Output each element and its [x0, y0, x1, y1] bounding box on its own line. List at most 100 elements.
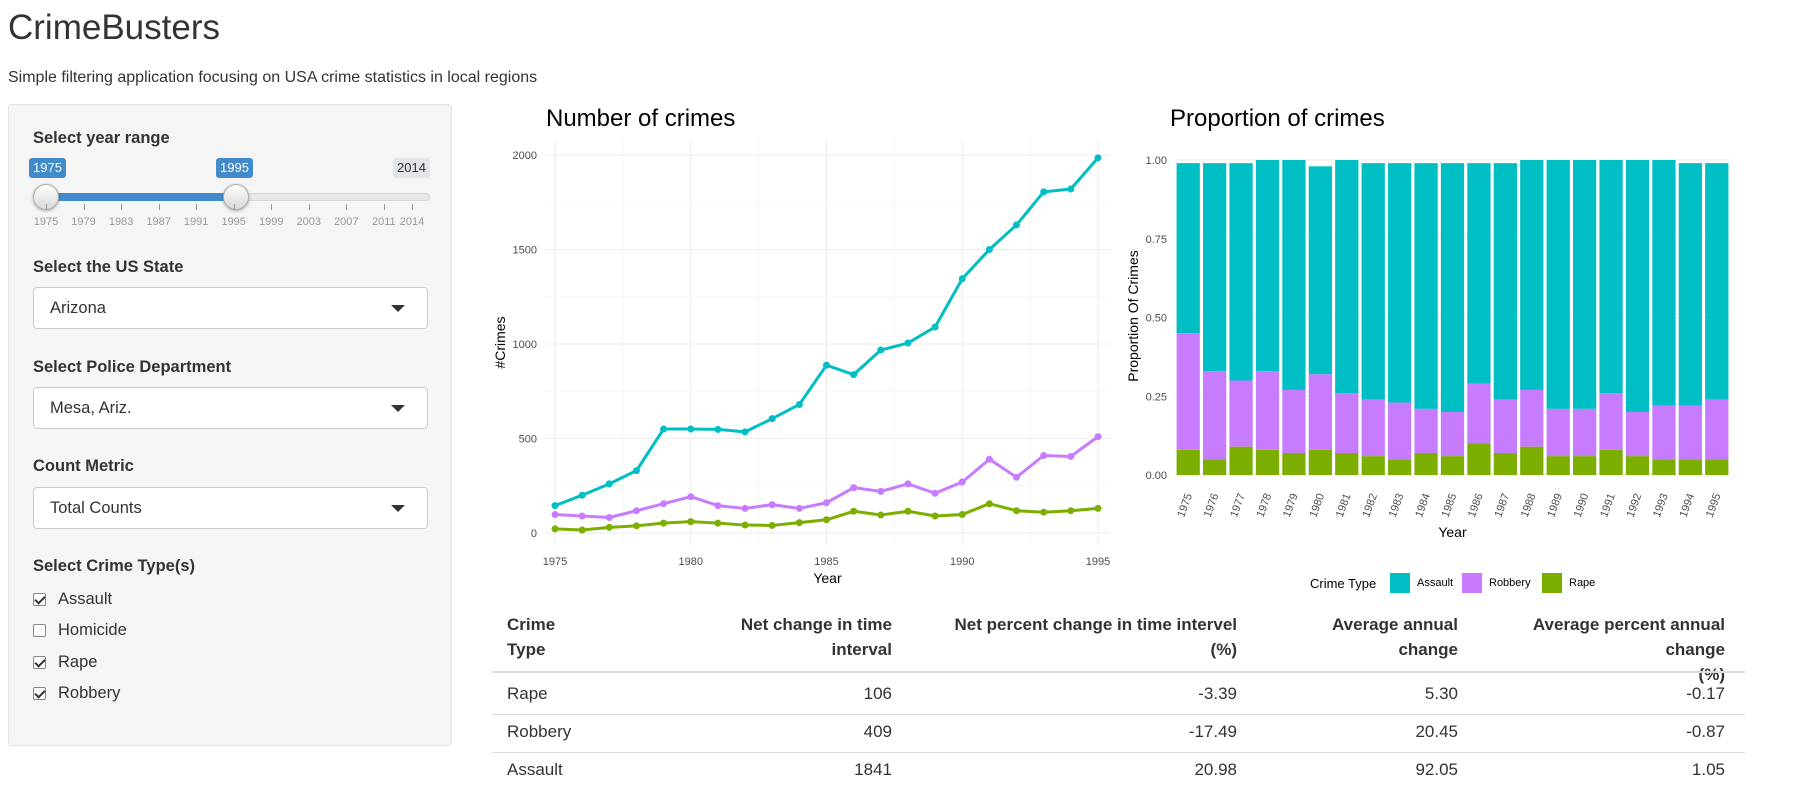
series-point-rape [741, 521, 749, 529]
y-tick-label: 2000 [513, 150, 537, 162]
series-point-robbery [741, 504, 749, 512]
x-tick-label: 1978 [1255, 492, 1275, 519]
bar-segment-assault [1440, 163, 1465, 412]
table-cell: 20.45 [1415, 722, 1458, 741]
series-point-assault [768, 415, 776, 423]
table-header-average-annual-change: Average annual change [1332, 615, 1458, 659]
year-range-to-handle[interactable] [223, 184, 249, 210]
chevron-down-icon [391, 405, 405, 412]
checkbox-icon[interactable] [33, 655, 46, 669]
metric-select[interactable]: Total Counts [33, 487, 428, 529]
x-tick-label: 1992 [1625, 492, 1645, 519]
table-header-crime-type: Crime Type [507, 615, 556, 659]
series-point-rape [877, 511, 885, 519]
series-point-assault [877, 346, 885, 354]
bar-segment-rape [1599, 449, 1623, 475]
bar-segment-rape [1388, 459, 1412, 475]
bar-segment-assault [1361, 163, 1385, 400]
slider-tick-label: 1999 [258, 216, 284, 228]
department-select[interactable]: Mesa, Ariz. [33, 387, 428, 429]
bar-segment-assault [1705, 163, 1729, 400]
bar-segment-rape [1176, 449, 1200, 475]
bar-segment-robbery [1467, 383, 1491, 444]
bar-segment-assault [1652, 160, 1676, 406]
slider-tick [46, 204, 47, 210]
bar-segment-assault [1467, 163, 1491, 384]
series-point-robbery [768, 501, 776, 509]
bar-segment-rape [1493, 452, 1517, 475]
series-point-assault [1067, 185, 1075, 193]
x-tick-label: 1980 [1308, 492, 1328, 519]
state-select[interactable]: Arizona [33, 287, 428, 329]
bar-segment-robbery [1308, 374, 1332, 450]
slider-tick [383, 204, 385, 210]
bar-segment-rape [1308, 449, 1332, 475]
series-point-robbery [985, 455, 993, 463]
series-point-assault [578, 491, 586, 499]
series-point-robbery [605, 514, 613, 522]
series-point-robbery [632, 507, 640, 515]
series-point-robbery [823, 499, 830, 507]
table-cell: Assault [507, 760, 563, 779]
x-tick-label: 1980 [679, 556, 703, 568]
crime-type-checkbox-assault[interactable]: Assault [33, 588, 112, 610]
bar-segment-rape [1255, 449, 1280, 475]
series-point-rape [714, 519, 722, 527]
x-axis-label: Year [813, 570, 842, 586]
table-cell: Rape [507, 684, 548, 703]
table-cell: 1.05 [1691, 760, 1725, 779]
bar-chart-title: Proportion of crimes [1170, 105, 1385, 132]
metric-select-value: Total Counts [50, 499, 142, 517]
x-tick-label: 1990 [1572, 492, 1592, 519]
slider-tick-label: 2014 [399, 216, 425, 228]
series-point-rape [660, 519, 668, 527]
bar-segment-rape [1705, 459, 1729, 475]
y-tick-label: 0.00 [1146, 470, 1167, 482]
series-point-robbery [850, 484, 858, 492]
x-tick-label: 1985 [1440, 492, 1460, 519]
bar-segment-assault [1229, 163, 1253, 381]
series-point-robbery [1040, 452, 1048, 460]
series-point-assault [660, 425, 668, 433]
state-select-value: Arizona [50, 299, 106, 317]
slider-tick-label: 1975 [33, 216, 59, 228]
crime-type-checkbox-homicide[interactable]: Homicide [33, 619, 127, 641]
series-point-assault [632, 467, 640, 475]
series-point-robbery [904, 480, 912, 488]
bar-segment-robbery [1440, 412, 1465, 457]
table-row-divider [492, 714, 1745, 715]
series-point-assault [1040, 188, 1048, 196]
bar-segment-rape [1520, 446, 1544, 475]
series-point-rape [958, 510, 966, 518]
table-cell: -3.39 [1198, 684, 1237, 703]
series-point-rape [768, 521, 776, 529]
checkbox-icon[interactable] [33, 623, 46, 637]
bar-segment-rape [1625, 456, 1650, 475]
y-tick-label: 0.75 [1146, 234, 1167, 246]
x-tick-label: 1984 [1413, 492, 1433, 519]
slider-tick-label: 2007 [334, 216, 359, 228]
series-point-rape [578, 526, 586, 534]
bar-segment-assault [1546, 160, 1570, 409]
series-point-rape [1040, 508, 1048, 516]
checkbox-icon[interactable] [33, 592, 46, 606]
legend-label-robbery: Robbery [1489, 577, 1531, 589]
table-cell: 1841 [854, 760, 892, 779]
crime-type-checkbox-robbery[interactable]: Robbery [33, 682, 120, 704]
series-point-assault [1094, 154, 1102, 162]
chevron-down-icon [391, 305, 405, 312]
bar-segment-assault [1520, 160, 1544, 390]
checkbox-icon[interactable] [33, 686, 46, 700]
table-cell: -17.49 [1188, 722, 1237, 741]
bar-segment-rape [1203, 459, 1227, 475]
legend-label-rape: Rape [1569, 577, 1596, 589]
crime-type-checkbox-rape[interactable]: Rape [33, 651, 97, 673]
series-point-assault [931, 323, 939, 331]
bar-segment-robbery [1652, 405, 1676, 460]
slider-tick-label: 2003 [296, 216, 322, 228]
slider-tick [412, 204, 413, 210]
bar-segment-rape [1678, 459, 1702, 475]
series-point-robbery [1094, 433, 1102, 441]
series-point-assault [904, 339, 912, 347]
department-label: Select Police Department [33, 358, 232, 376]
